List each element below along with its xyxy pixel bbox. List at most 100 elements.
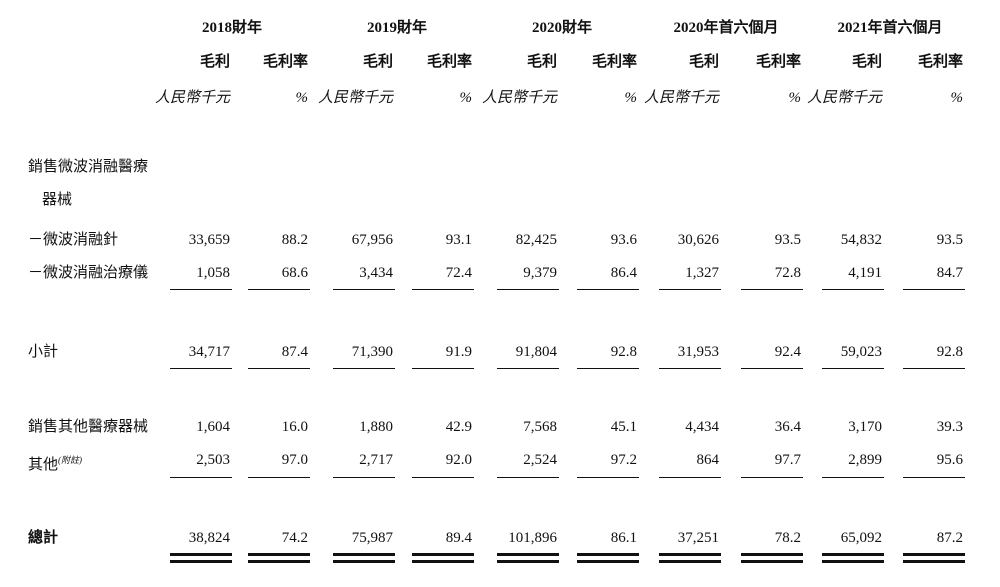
rule — [412, 477, 474, 478]
rule — [248, 368, 310, 369]
cell-value: 68.6 — [281, 265, 308, 281]
rule — [497, 289, 559, 290]
rule — [170, 289, 232, 290]
cell-value: 82,425 — [515, 232, 557, 248]
column-header: 毛利 — [688, 54, 719, 70]
cell-value: 88.2 — [281, 232, 308, 248]
cell-value: 2,524 — [523, 452, 557, 468]
rule — [248, 553, 310, 556]
rule — [741, 289, 803, 290]
rule — [822, 289, 884, 290]
unit-label: 人民幣千元 — [806, 90, 882, 106]
rule — [248, 477, 310, 478]
rule — [822, 553, 884, 556]
rule — [333, 289, 395, 290]
cell-value: 86.1 — [610, 530, 637, 546]
cell-value: 3,170 — [848, 419, 882, 435]
note: (附註) — [58, 455, 83, 465]
rule — [659, 368, 721, 369]
rule — [412, 368, 474, 369]
rule — [170, 477, 232, 478]
column-header: 毛利 — [851, 54, 882, 70]
cell-value: 92.4 — [774, 344, 801, 360]
rule — [333, 560, 395, 563]
rule — [903, 289, 965, 290]
rule — [497, 477, 559, 478]
rule — [903, 477, 965, 478]
rule — [333, 477, 395, 478]
cell-value: 36.4 — [774, 419, 801, 435]
rule — [412, 289, 474, 290]
cell-value: 4,191 — [848, 265, 882, 281]
cell-value: 97.7 — [774, 452, 801, 468]
row-label: 總計 — [28, 530, 59, 546]
cell-value: 1,327 — [685, 265, 719, 281]
cell-value: 72.8 — [774, 265, 801, 281]
cell-value: 7,568 — [523, 419, 557, 435]
unit-label: % — [295, 90, 309, 106]
cell-value: 86.4 — [610, 265, 637, 281]
cell-value: 4,434 — [685, 419, 719, 435]
period-header: 2019財年 — [366, 20, 427, 36]
cell-value: 95.6 — [936, 452, 963, 468]
rule — [822, 560, 884, 563]
rule — [248, 560, 310, 563]
rule — [741, 477, 803, 478]
rule — [659, 553, 721, 556]
cell-value: 1,604 — [196, 419, 230, 435]
rule — [170, 368, 232, 369]
rule — [822, 368, 884, 369]
cell-value: 1,880 — [359, 419, 393, 435]
cell-value: 33,659 — [188, 232, 230, 248]
cell-value: 75,987 — [351, 530, 393, 546]
column-header: 毛利率 — [262, 54, 308, 70]
cell-value: 93.5 — [774, 232, 801, 248]
column-header: 毛利 — [526, 54, 557, 70]
column-header: 毛利率 — [917, 54, 963, 70]
rule — [497, 368, 559, 369]
cell-value: 92.0 — [445, 452, 472, 468]
rule — [170, 560, 232, 563]
unit-label: 人民幣千元 — [317, 90, 393, 106]
cell-value: 84.7 — [936, 265, 963, 281]
rule — [497, 560, 559, 563]
rule — [577, 368, 639, 369]
cell-value: 93.1 — [445, 232, 472, 248]
cell-value: 9,379 — [523, 265, 557, 281]
cell-value: 97.2 — [610, 452, 637, 468]
row-label: 器械 — [42, 192, 73, 208]
cell-value: 91,804 — [515, 344, 557, 360]
rule — [577, 477, 639, 478]
cell-value: 93.5 — [936, 232, 963, 248]
rule — [659, 289, 721, 290]
cell-value: 91.9 — [445, 344, 472, 360]
rule — [170, 553, 232, 556]
cell-value: 2,717 — [359, 452, 393, 468]
row-label: －微波消融治療儀 — [28, 265, 149, 281]
cell-value: 38,824 — [188, 530, 230, 546]
cell-value: 16.0 — [281, 419, 308, 435]
column-header: 毛利率 — [591, 54, 637, 70]
rule — [659, 477, 721, 478]
row-label: －微波消融針 — [28, 232, 119, 248]
rule — [741, 560, 803, 563]
rule — [412, 553, 474, 556]
cell-value: 2,899 — [848, 452, 882, 468]
cell-value: 74.2 — [281, 530, 308, 546]
cell-value: 30,626 — [677, 232, 719, 248]
row-label: 小計 — [28, 344, 59, 360]
unit-label: 人民幣千元 — [154, 90, 230, 106]
cell-value: 31,953 — [677, 344, 719, 360]
rule — [822, 477, 884, 478]
rule — [577, 289, 639, 290]
cell-value: 97.0 — [281, 452, 308, 468]
column-header: 毛利 — [362, 54, 393, 70]
rule — [333, 368, 395, 369]
rule — [741, 553, 803, 556]
cell-value: 92.8 — [936, 344, 963, 360]
cell-value: 71,390 — [351, 344, 393, 360]
cell-value: 101,896 — [508, 530, 557, 546]
unit-label: % — [950, 90, 964, 106]
rule — [497, 553, 559, 556]
unit-label: 人民幣千元 — [481, 90, 557, 106]
